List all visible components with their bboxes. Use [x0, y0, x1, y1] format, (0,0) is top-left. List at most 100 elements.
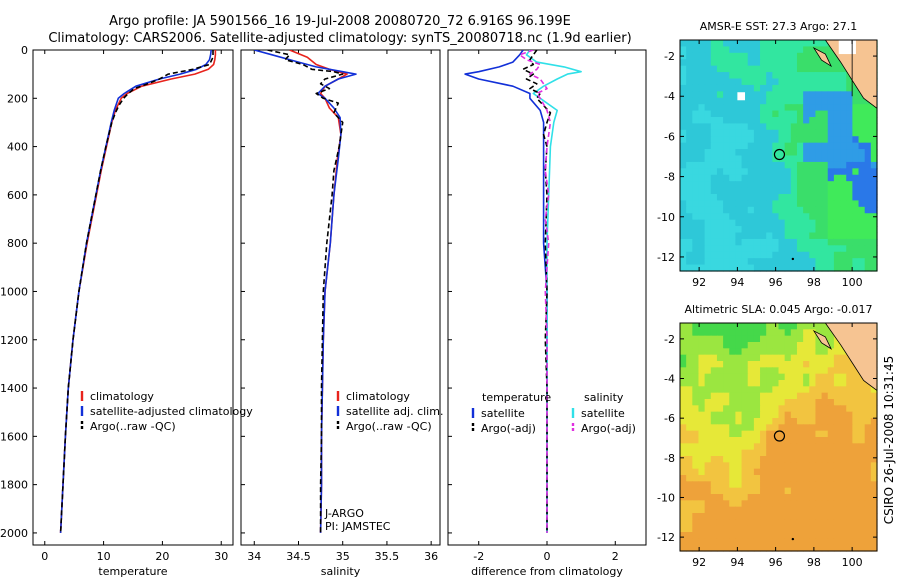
map-cell	[790, 168, 798, 176]
map-cell	[723, 348, 730, 356]
map-cell	[827, 430, 835, 438]
map-cell	[729, 418, 737, 425]
map-cell	[772, 538, 780, 546]
map-cell	[784, 181, 792, 189]
map-cell	[815, 129, 823, 137]
map-cell	[692, 380, 700, 387]
series-line-satellite-adj-clim-	[254, 50, 357, 533]
map-cell	[827, 149, 835, 157]
map-cell	[723, 500, 730, 508]
map-cell	[686, 213, 693, 221]
map-cell	[710, 335, 718, 343]
map-cell	[760, 323, 767, 330]
map-cell	[753, 392, 761, 400]
map-cell	[710, 348, 718, 356]
map-cell	[784, 462, 792, 470]
map-cell	[803, 181, 810, 189]
map-cell	[803, 367, 810, 375]
map-cell	[852, 506, 860, 514]
map-cell	[692, 168, 700, 176]
map-cell	[735, 335, 743, 343]
map-cell	[821, 462, 829, 470]
map-cell	[846, 226, 853, 234]
map-cell	[870, 475, 878, 482]
map-cell	[815, 187, 823, 195]
map-cell	[735, 411, 743, 419]
map-cell	[772, 386, 780, 394]
map-cell	[840, 245, 847, 253]
map-cell	[753, 258, 761, 266]
map-cell	[852, 149, 860, 157]
map-cell	[796, 380, 804, 387]
map-cell	[680, 538, 687, 546]
map-cell	[815, 373, 823, 381]
map-cell	[766, 519, 773, 527]
map-cell	[815, 78, 823, 86]
map-cell	[747, 500, 755, 508]
map-cell	[747, 200, 755, 208]
map-cell	[760, 232, 767, 240]
map-cell	[840, 475, 847, 482]
map-cell	[760, 500, 767, 508]
map-cell	[753, 46, 761, 54]
map-cell	[864, 506, 872, 514]
map-cell	[741, 475, 749, 482]
map-cell	[729, 462, 737, 470]
map-cell	[680, 226, 687, 234]
map-cell	[796, 174, 804, 182]
map-cell	[846, 174, 853, 182]
map-cell	[710, 361, 718, 368]
map-cell	[815, 258, 823, 266]
map-cell	[766, 59, 773, 67]
map-cell	[815, 475, 823, 482]
map-cell	[766, 506, 773, 514]
map-cell	[846, 411, 853, 419]
map-cell	[692, 418, 700, 425]
map-cell	[864, 386, 872, 394]
map-cell	[760, 72, 767, 80]
map-cell	[796, 392, 804, 400]
map-cell	[680, 91, 687, 99]
map-cell	[840, 532, 847, 539]
map-cell	[698, 97, 706, 105]
map-cell	[766, 142, 773, 150]
map-cell	[870, 123, 878, 131]
map-cell	[729, 354, 737, 362]
map-cell	[760, 456, 767, 463]
map-cell	[827, 168, 835, 176]
map-cell	[815, 174, 823, 182]
map-cell	[729, 129, 737, 137]
map-cell	[803, 380, 810, 387]
map-cell	[741, 513, 749, 520]
map-cell	[710, 443, 718, 451]
map-cell	[815, 219, 823, 227]
map-cell	[747, 335, 755, 343]
map-cell	[680, 168, 687, 176]
map-cell	[741, 468, 749, 476]
map-cell	[833, 59, 841, 67]
map-cell	[821, 544, 829, 552]
map-cell	[778, 72, 786, 80]
map-cell	[729, 323, 737, 330]
map-cell	[735, 532, 743, 539]
map-cell	[790, 226, 798, 234]
map-cell	[864, 174, 872, 182]
map-cell	[833, 361, 841, 368]
map-cell	[710, 84, 718, 92]
map-cell	[692, 494, 700, 501]
map-cell	[753, 475, 761, 482]
map-cell	[716, 59, 724, 67]
map-cell	[778, 443, 786, 451]
map-cell	[692, 456, 700, 463]
map-cell	[840, 84, 847, 92]
map-cell	[735, 506, 743, 514]
map-cell	[723, 525, 730, 533]
map-cell	[790, 206, 798, 214]
map-cell	[790, 232, 798, 240]
map-cell	[858, 380, 866, 387]
map-cell	[821, 506, 829, 514]
map-cell	[852, 525, 860, 533]
map-cell	[704, 424, 712, 432]
map-cell	[852, 187, 860, 195]
map-cell	[796, 97, 804, 105]
